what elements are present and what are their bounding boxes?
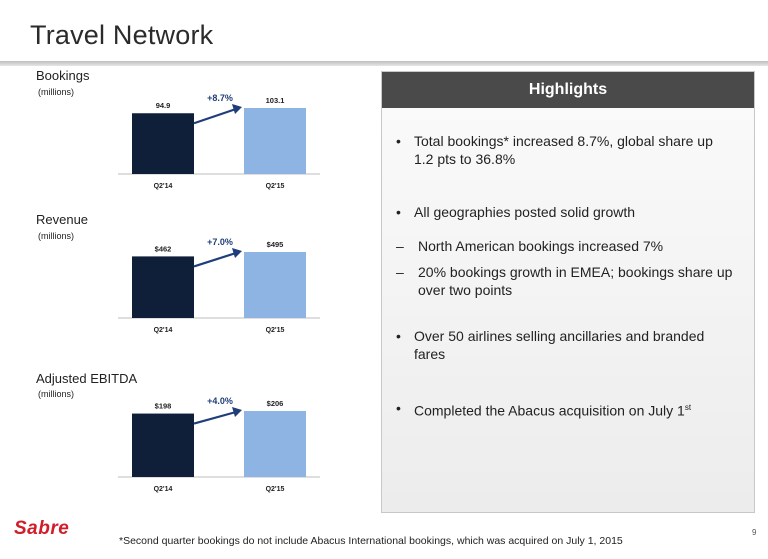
growth-label: +7.0% xyxy=(207,237,233,247)
growth-arrow-head xyxy=(232,104,242,114)
category-label: Q2'15 xyxy=(266,183,285,190)
bar-value-label: $495 xyxy=(267,240,284,249)
dash-marker: – xyxy=(396,264,404,280)
category-label: Q2'14 xyxy=(154,486,173,493)
highlight-item: • Over 50 airlines selling ancillaries a… xyxy=(396,327,736,363)
ebitda-label: Adjusted EBITDA xyxy=(36,371,138,386)
highlight-item: • Completed the Abacus acquisition on Ju… xyxy=(396,399,736,420)
title-divider xyxy=(0,61,768,66)
highlight-text-main: Completed the Abacus acquisition on July… xyxy=(414,402,685,419)
highlight-subitem: – 20% bookings growth in EMEA; bookings … xyxy=(396,263,736,299)
bookings-label: Bookings xyxy=(36,68,90,83)
category-label: Q2'14 xyxy=(154,183,173,190)
highlight-text: 20% bookings growth in EMEA; bookings sh… xyxy=(418,264,733,298)
growth-arrow-line xyxy=(193,251,237,268)
bar-Q215 xyxy=(244,411,306,477)
ordinal-suffix: st xyxy=(684,403,692,412)
page-number: 9 xyxy=(752,528,757,537)
bullet-marker: • xyxy=(396,133,401,149)
highlight-text: Total bookings* increased 8.7%, global s… xyxy=(414,133,713,167)
dash-marker: – xyxy=(396,238,404,254)
bar-value-label: $198 xyxy=(155,402,172,411)
growth-label: +4.0% xyxy=(207,396,233,406)
highlights-header: Highlights xyxy=(382,72,754,108)
page-title: Travel Network xyxy=(30,20,214,50)
highlight-subitem: – North American bookings increased 7% xyxy=(396,237,736,255)
ebitda-unit: (millions) xyxy=(38,389,74,399)
growth-arrow-line xyxy=(193,410,237,425)
bar-Q215 xyxy=(244,108,306,174)
bullet-marker: • xyxy=(396,204,401,220)
highlight-item: • Total bookings* increased 8.7%, global… xyxy=(396,132,736,168)
highlights-panel: Highlights • Total bookings* increased 8… xyxy=(381,71,755,513)
footnote: *Second quarter bookings do not include … xyxy=(119,535,623,547)
revenue-unit: (millions) xyxy=(38,231,74,241)
bar-value-label: 94.9 xyxy=(156,101,171,110)
growth-arrow-head xyxy=(232,407,242,417)
growth-arrow-line xyxy=(193,107,237,125)
sabre-logo: Sabre xyxy=(14,518,70,539)
bar-value-label: $462 xyxy=(155,244,172,253)
bar-value-label: $206 xyxy=(267,399,284,408)
bar-Q214 xyxy=(132,413,194,477)
growth-arrow-head xyxy=(232,248,242,258)
highlight-text: Over 50 airlines selling ancillaries and… xyxy=(414,328,705,362)
revenue-chart: $462 Q2'14 $495 Q2'15 +7.0% xyxy=(118,237,320,334)
highlight-item: • All geographies posted solid growth xyxy=(396,203,736,221)
revenue-label: Revenue xyxy=(36,212,89,227)
bar-Q214 xyxy=(132,256,194,318)
growth-label: +8.7% xyxy=(207,93,233,103)
ebitda-chart: $198 Q2'14 $206 Q2'15 +4.0% xyxy=(118,396,320,493)
bookings-unit: (millions) xyxy=(38,87,74,97)
bookings-chart: 94.9 Q2'14 103.1 Q2'15 +8.7% xyxy=(118,93,320,190)
bar-Q214 xyxy=(132,113,194,174)
category-label: Q2'15 xyxy=(266,486,285,493)
category-label: Q2'14 xyxy=(154,327,173,334)
bar-value-label: 103.1 xyxy=(266,96,285,105)
bullet-marker: • xyxy=(396,328,401,344)
category-label: Q2'15 xyxy=(266,327,285,334)
highlight-text: North American bookings increased 7% xyxy=(418,238,664,254)
highlight-text: All geographies posted solid growth xyxy=(414,204,636,220)
bullet-marker: • xyxy=(396,400,401,416)
highlight-text: Completed the Abacus acquisition on July… xyxy=(414,399,736,420)
bar-Q215 xyxy=(244,252,306,318)
